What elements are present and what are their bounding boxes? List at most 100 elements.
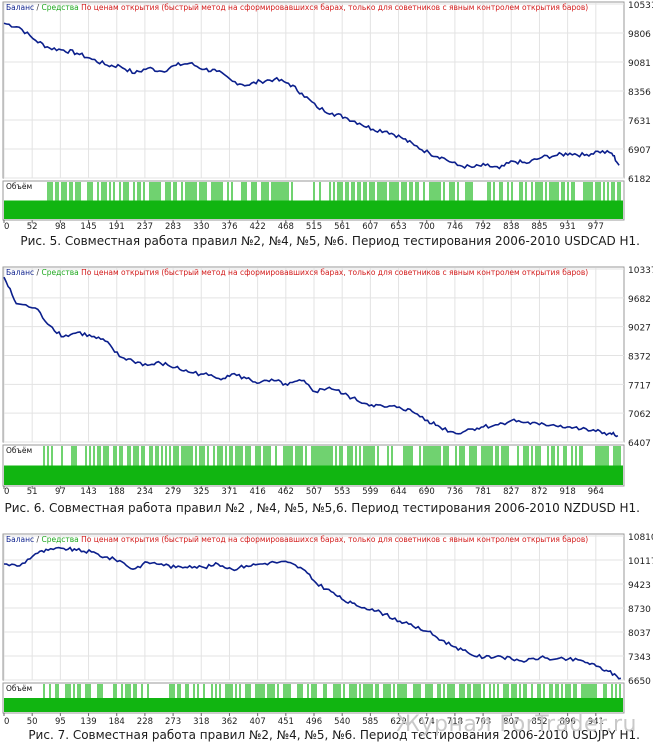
y-tick-label: 7717 (628, 381, 651, 391)
volume-label: Объём (6, 684, 32, 693)
volume-label: Объём (6, 446, 32, 455)
x-tick-label: 273 (165, 717, 181, 726)
y-tick-label: 8730 (628, 605, 651, 615)
x-tick-label: 98 (55, 222, 66, 230)
x-tick-label: 977 (588, 222, 604, 230)
x-tick-label: 318 (193, 717, 209, 726)
x-tick-label: 674 (419, 717, 435, 726)
x-tick-label: 0 (4, 487, 9, 497)
x-tick-label: 97 (55, 487, 66, 497)
x-tick-label: 325 (193, 487, 209, 497)
x-tick-label: 690 (419, 487, 435, 497)
x-tick-label: 422 (250, 222, 266, 230)
x-tick-label: 468 (278, 222, 294, 230)
x-tick-label: 283 (165, 222, 181, 230)
y-tick-label: 9682 (628, 295, 651, 305)
legend-equity: Средства (41, 268, 78, 277)
volume-band (4, 698, 623, 712)
watermark: Журнал ForTrader.ru (396, 712, 637, 737)
x-tick-label: 718 (447, 717, 463, 726)
y-tick-label: 9027 (628, 324, 651, 334)
volume-band (4, 200, 623, 219)
x-tick-label: 330 (193, 222, 209, 230)
x-tick-label: 143 (80, 487, 96, 497)
legend: Баланс / Средства По ценам открытия (быс… (6, 535, 588, 544)
x-tick-label: 188 (109, 487, 125, 497)
y-tick-label: 9423 (628, 581, 651, 591)
y-tick-label: 8037 (628, 629, 651, 639)
x-tick-label: 607 (362, 222, 378, 230)
chart-3: 10810 10117 9423 8730 8037 7343 6650 Баланс / С… (2, 533, 653, 727)
legend: Баланс / Средства По ценам открытия (быс… (6, 3, 588, 12)
y-tick-label: 9081 (628, 59, 651, 69)
x-tick-label: 941 (588, 717, 604, 726)
balance-line (3, 276, 619, 438)
y-tick-label: 8356 (628, 88, 651, 98)
x-tick-label: 585 (362, 717, 378, 726)
x-tick-label: 561 (334, 222, 350, 230)
chart-panel-3: 10810 10117 9423 8730 8037 7343 6650 Баланс / С… (0, 528, 653, 743)
x-tick-label: 237 (137, 222, 153, 230)
x-tick-label: 746 (447, 222, 463, 230)
chart-2: 10337 9682 9027 8372 7717 7062 6407 Баланс / Ср… (2, 266, 653, 497)
legend-balance: Баланс (6, 268, 34, 277)
y-tick-label: 7631 (628, 117, 651, 127)
legend-equity: Средства (41, 3, 78, 12)
y-tick-label: 10810 (628, 533, 653, 543)
x-tick-label: 228 (137, 717, 153, 726)
x-tick-label: 629 (390, 717, 406, 726)
y-tick-label: 6650 (628, 677, 651, 687)
legend-note: По ценам открытия (быстрый метод на сфор… (81, 3, 588, 12)
x-tick-label: 507 (306, 487, 322, 497)
x-tick-label: 736 (447, 487, 463, 497)
y-tick-label: 7062 (628, 410, 651, 420)
volume-band (4, 465, 623, 485)
x-tick-label: 872 (531, 487, 547, 497)
x-tick-label: 362 (221, 717, 237, 726)
chart-1: 10531 9806 9081 8356 7631 6907 6182 Баланс / Ср… (2, 1, 653, 232)
legend-note: По ценам открытия (быстрый метод на сфор… (81, 535, 588, 544)
x-tick-label: 931 (560, 222, 576, 230)
chart-panel-2: 10337 9682 9027 8372 7717 7062 6407 Баланс / Ср… (0, 265, 653, 517)
x-tick-label: 376 (221, 222, 237, 230)
x-tick-label: 184 (109, 717, 125, 726)
legend: Баланс / Средства По ценам открытия (быс… (6, 268, 588, 277)
x-tick-label: 496 (306, 717, 322, 726)
volume-label: Объём (6, 182, 32, 191)
x-tick-label: 279 (165, 487, 181, 497)
x-tick-label: 52 (27, 222, 38, 230)
legend-equity: Средства (41, 535, 78, 544)
x-tick-label: 885 (531, 222, 547, 230)
x-tick-label: 451 (278, 717, 294, 726)
y-tick-label: 10337 (628, 266, 653, 276)
x-tick-label: 540 (334, 717, 350, 726)
y-tick-label: 7343 (628, 653, 651, 663)
x-tick-label: 139 (80, 717, 96, 726)
x-tick-label: 191 (109, 222, 125, 230)
x-tick-label: 896 (560, 717, 576, 726)
caption-3: Рис. 7. Совместная работа правил №2, №4,… (28, 728, 640, 742)
x-tick-label: 553 (334, 487, 350, 497)
x-tick-label: 653 (390, 222, 406, 230)
balance-line (3, 22, 620, 170)
legend-separator: / (34, 268, 41, 277)
y-tick-label: 10117 (628, 557, 653, 567)
x-tick-label: 700 (419, 222, 435, 230)
y-tick-label: 10531 (628, 1, 653, 11)
caption-2: Рис. 6. Совместная работа правил №2 , №4… (4, 501, 640, 515)
x-tick-label: 51 (27, 487, 38, 497)
x-tick-label: 792 (475, 222, 491, 230)
x-tick-label: 599 (362, 487, 378, 497)
legend-note: По ценам открытия (быстрый метод на сфор… (81, 268, 588, 277)
x-tick-label: 763 (475, 717, 491, 726)
x-tick-label: 407 (250, 717, 266, 726)
x-tick-label: 515 (306, 222, 322, 230)
x-tick-label: 918 (560, 487, 576, 497)
legend-separator: / (34, 3, 41, 12)
caption-1: Рис. 5. Совместная работа правил №2, №4,… (20, 234, 640, 248)
legend-separator: / (34, 535, 41, 544)
y-tick-label: 9806 (628, 30, 651, 40)
x-tick-label: 964 (588, 487, 604, 497)
legend-balance: Баланс (6, 3, 34, 12)
x-tick-label: 838 (503, 222, 519, 230)
